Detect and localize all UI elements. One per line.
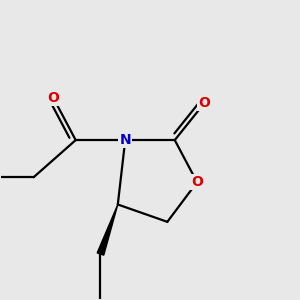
Text: O: O	[47, 91, 59, 105]
Text: O: O	[191, 175, 203, 189]
Polygon shape	[97, 205, 118, 255]
Text: N: N	[119, 133, 131, 147]
Text: O: O	[199, 96, 210, 110]
